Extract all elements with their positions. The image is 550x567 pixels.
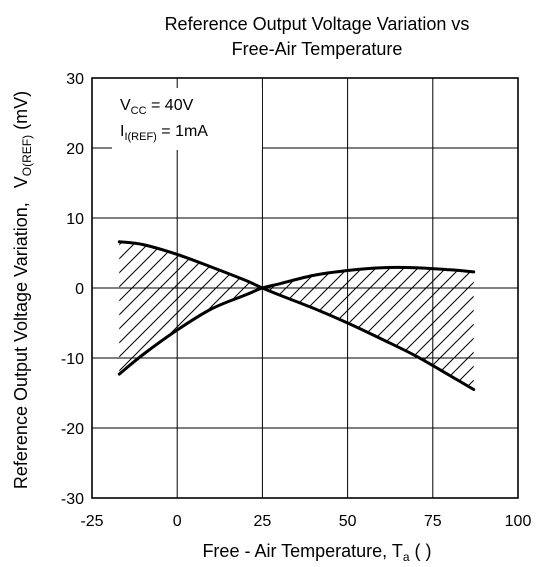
x-tick-label: 25 (254, 513, 272, 530)
annotation-iref: II(REF) = 1mA (120, 123, 208, 143)
y-tick-label: 0 (75, 281, 84, 298)
y-axis-label: Reference Output Voltage Variation,VO(RE… (11, 91, 34, 489)
x-tick-label: -25 (80, 513, 103, 530)
y-tick-label: -10 (61, 351, 84, 368)
annotation-box (112, 88, 262, 150)
x-tick-label: 100 (505, 513, 532, 530)
series-line-upper-bound (117, 240, 476, 391)
y-tick-label: 10 (66, 211, 84, 228)
plot-frame (91, 77, 519, 499)
y-tick-label: 20 (66, 141, 84, 158)
shaded-region (119, 241, 474, 390)
y-tick-label: -30 (61, 491, 84, 508)
x-tick-label: 75 (424, 513, 442, 530)
chart-title-line-1: Reference Output Voltage Variation vs (165, 14, 470, 34)
annotation-vcc: VCC = 40V (120, 97, 194, 117)
x-tick-label: 50 (339, 513, 357, 530)
y-tick-label: -20 (61, 421, 84, 438)
series-layer (117, 240, 476, 391)
y-tick-label: 30 (66, 71, 84, 88)
x-axis-label: Free - Air Temperature, Ta ( ) (202, 541, 431, 564)
chart-title-line-2: Free-Air Temperature (232, 39, 403, 59)
x-tick-label: 0 (173, 513, 182, 530)
series-line-lower-bound (117, 265, 476, 376)
